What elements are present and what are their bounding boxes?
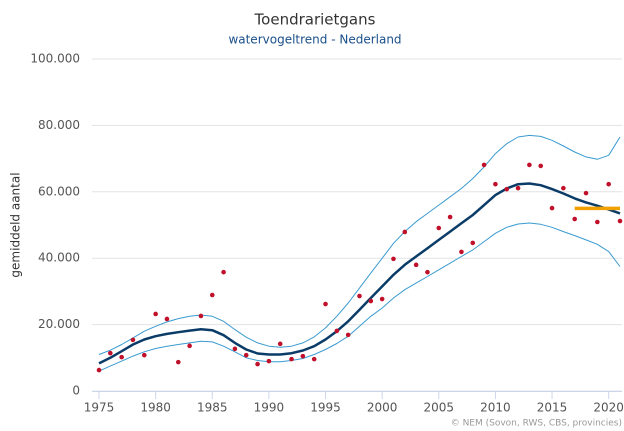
x-tick-label: 2010 <box>480 401 511 415</box>
data-point <box>108 350 113 356</box>
data-point <box>266 358 272 364</box>
data-point <box>198 313 204 319</box>
data-point <box>493 181 498 187</box>
x-tick-label: 1975 <box>84 401 115 415</box>
data-point <box>187 343 192 349</box>
data-point <box>323 301 328 307</box>
data-point <box>243 352 249 358</box>
y-tick-label: 40.000 <box>38 251 80 265</box>
x-tick-label: 2005 <box>424 401 455 415</box>
data-point <box>289 356 294 362</box>
data-point <box>481 162 487 168</box>
y-tick-label: 20.000 <box>38 317 80 331</box>
x-tick-label: 2000 <box>367 401 398 415</box>
y-tick-label: 60.000 <box>38 184 80 198</box>
data-point <box>142 352 147 358</box>
y-tick-label: 100.000 <box>30 52 80 66</box>
series-line <box>98 222 621 372</box>
data-point <box>425 269 430 275</box>
data-point <box>345 332 351 338</box>
data-point <box>595 219 600 225</box>
data-point <box>311 356 317 362</box>
data-point <box>402 229 408 235</box>
data-point <box>413 262 419 268</box>
data-point <box>447 214 453 220</box>
credit: © NEM (Sovon, RWS, CBS, provincies) <box>451 419 622 429</box>
x-tick-label: 1990 <box>254 401 285 415</box>
chart-subtitle: watervogeltrend - Nederland <box>228 33 401 47</box>
data-point <box>549 205 555 211</box>
series-line <box>98 182 621 365</box>
data-point <box>436 225 442 231</box>
data-point <box>153 311 158 317</box>
data-point <box>515 185 521 191</box>
data-point <box>209 292 215 298</box>
data-point <box>96 367 102 373</box>
y-axis-label: gemiddeld aantal <box>9 172 23 277</box>
data-point <box>459 249 464 255</box>
data-point <box>255 361 260 367</box>
x-tick-label: 1995 <box>310 401 341 415</box>
data-point <box>221 269 226 275</box>
data-point <box>504 186 510 192</box>
x-tick-label: 1985 <box>197 401 228 415</box>
data-point <box>175 359 181 365</box>
data-point <box>391 256 396 262</box>
data-point <box>561 185 566 191</box>
data-point <box>130 337 136 343</box>
data-point <box>379 296 385 302</box>
data-point <box>119 354 124 360</box>
x-tick-label: 1980 <box>140 401 171 415</box>
data-point <box>606 181 611 187</box>
y-tick-label: 80.000 <box>38 118 80 132</box>
x-tick-label: 2020 <box>593 401 624 415</box>
data-point <box>164 316 170 322</box>
series-line <box>98 134 621 355</box>
chart-title: Toendrarietgans <box>254 11 376 29</box>
data-point <box>538 163 544 169</box>
data-point <box>470 240 476 246</box>
y-tick-label: 0 <box>72 384 80 398</box>
data-point <box>617 218 623 224</box>
data-point <box>527 162 532 168</box>
data-point <box>572 216 577 222</box>
data-point <box>357 293 362 299</box>
data-point <box>368 298 374 304</box>
data-point <box>300 353 306 359</box>
data-point <box>583 190 589 196</box>
data-point <box>334 328 340 334</box>
data-point <box>277 341 283 347</box>
data-point <box>232 346 238 352</box>
x-tick-label: 2015 <box>537 401 568 415</box>
